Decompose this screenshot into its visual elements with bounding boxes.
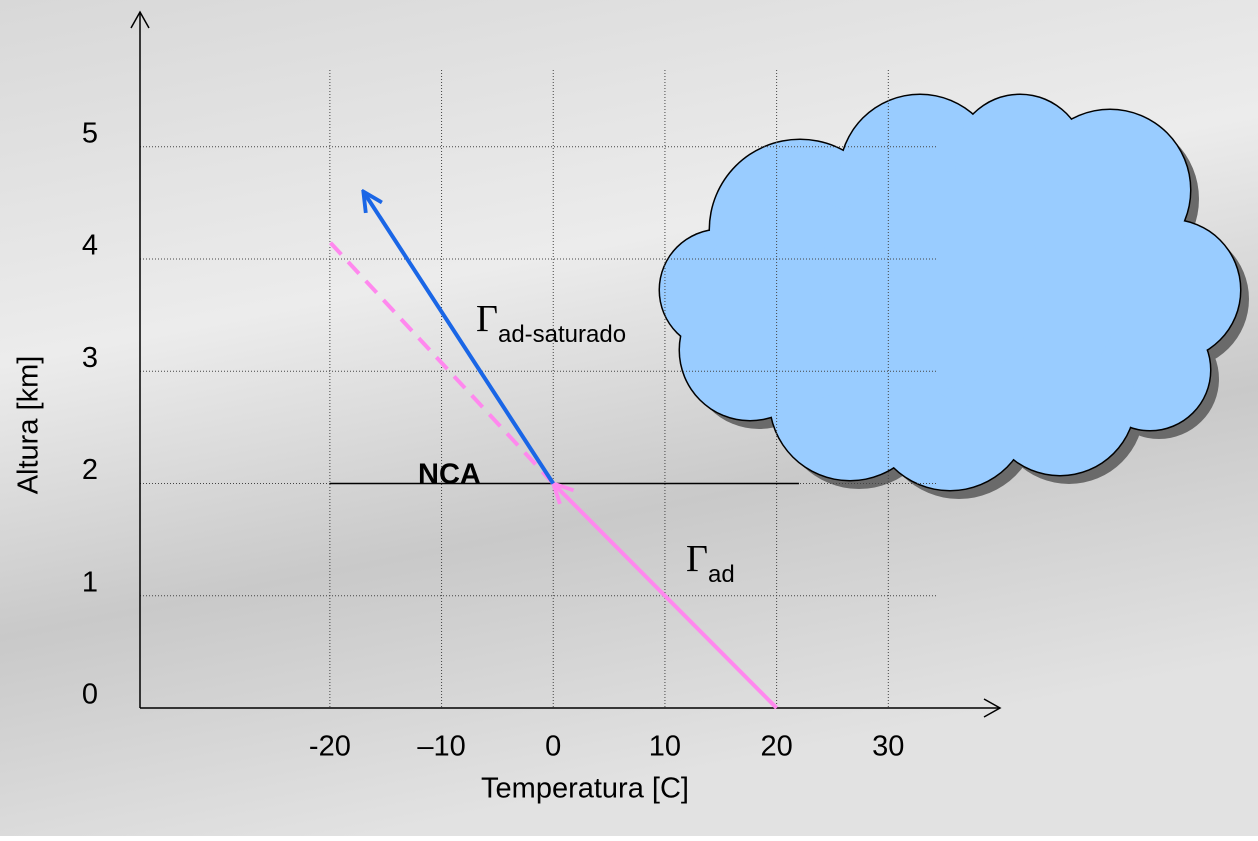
- x-axis-title: Temperatura [C]: [481, 773, 689, 805]
- y-tick-label: 3: [82, 342, 98, 374]
- chart: 012345-20–100102030 NCAΓad-saturadoΓadTe…: [0, 0, 1258, 836]
- y-tick-label: 2: [82, 454, 98, 486]
- x-tick-label: 10: [649, 731, 681, 763]
- subscript: ad-saturado: [498, 321, 626, 348]
- y-tick-label: 0: [82, 679, 98, 711]
- subscript: ad: [708, 561, 735, 588]
- annotation: NCA: [418, 459, 481, 491]
- cloud-body: [820, 170, 1040, 390]
- x-tick-label: 30: [872, 731, 904, 763]
- y-tick-label: 1: [82, 566, 98, 598]
- x-tick-label: -20: [309, 731, 351, 763]
- y-axis-title: Altura [km]: [13, 356, 45, 495]
- x-tick-label: 20: [760, 731, 792, 763]
- symbol: Γ: [686, 538, 708, 580]
- y-tick-label: 4: [82, 230, 98, 262]
- x-tick-label: 0: [545, 731, 561, 763]
- x-tick-label: –10: [417, 731, 465, 763]
- y-tick-label: 5: [82, 117, 98, 149]
- symbol: Γ: [476, 298, 498, 340]
